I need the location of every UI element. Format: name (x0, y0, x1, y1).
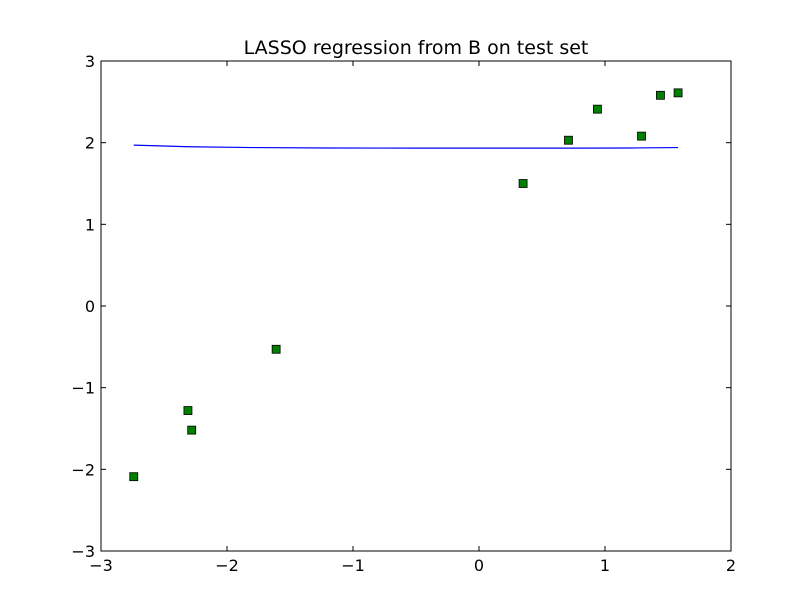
x-tick-label: 1 (600, 556, 610, 575)
y-tick-label: 3 (85, 52, 95, 71)
data-point (129, 472, 139, 482)
y-tick-label: 0 (85, 297, 95, 316)
x-tick-label: −3 (89, 556, 113, 575)
x-tick-label: 2 (726, 556, 736, 575)
ticks-layer: −3 −2 −1 0 1 2 −3 −2 −1 0 1 2 3 (71, 52, 736, 575)
data-point (656, 90, 665, 100)
x-tick-label: −2 (215, 556, 239, 575)
x-tick-label: −1 (341, 556, 365, 575)
y-tick-label: −2 (71, 460, 95, 479)
data-point (518, 179, 528, 188)
data-point (564, 135, 573, 145)
data-point (637, 131, 646, 141)
y-tick-label: 2 (85, 134, 95, 153)
x-tick-label: 0 (474, 556, 484, 575)
data-point (187, 425, 197, 435)
data-point (271, 344, 281, 354)
y-tick-label: −1 (71, 379, 95, 398)
data-point (593, 104, 602, 114)
series-line (133, 144, 679, 149)
data-point (673, 88, 683, 98)
y-tick-label: 1 (85, 215, 95, 234)
y-tick-label: −3 (71, 542, 95, 561)
plot-layer (129, 88, 683, 482)
data-point (183, 406, 193, 415)
chart-title: LASSO regression from B on test set (244, 37, 589, 59)
